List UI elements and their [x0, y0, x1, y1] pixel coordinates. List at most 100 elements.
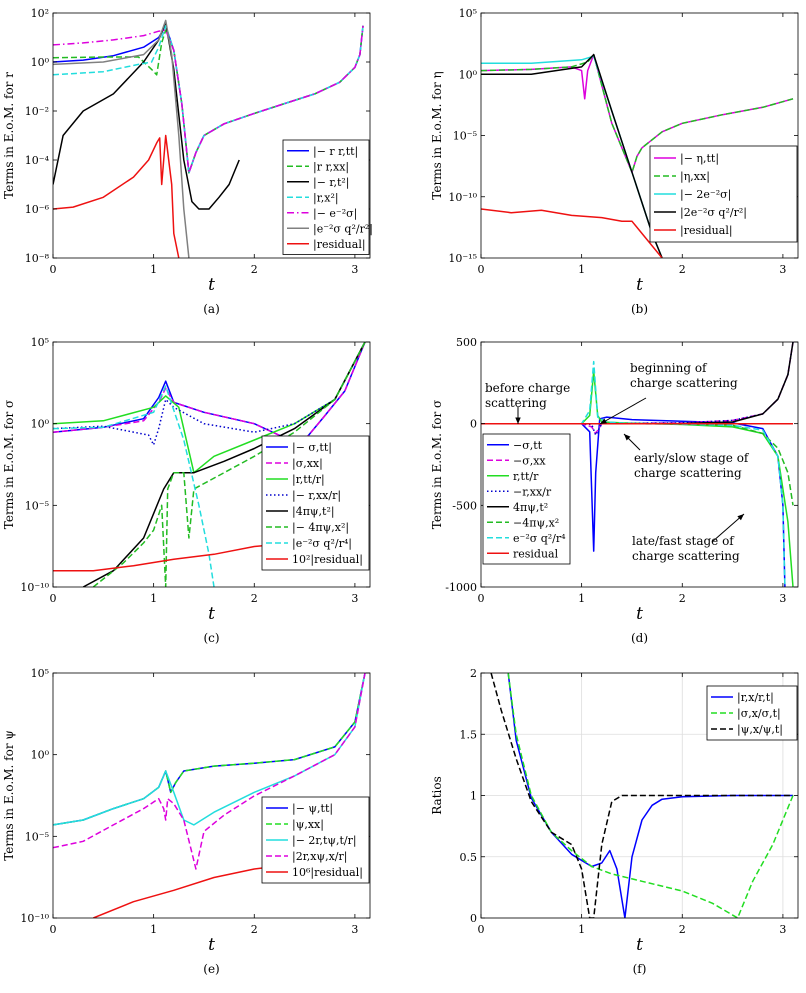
y-tick-label: -500: [452, 499, 477, 512]
y-axis-label: Terms in E.o.M. for ψ: [2, 730, 16, 861]
x-tick-label: 2: [679, 923, 686, 936]
y-tick-label: 10⁰: [31, 749, 50, 762]
x-tick-label: 1: [578, 923, 585, 936]
legend-label: |r,x²|: [313, 191, 339, 205]
plot-frame: [480, 341, 799, 588]
chart-panel-c: 0 1 2 3 10⁻¹⁰ 10⁻⁵ 10⁰ 10⁵ t Terms in E.o.M. for …: [2, 336, 371, 645]
chart-panel-d: 0 1 2 3 -1000 -500 0 500 t Terms in E.o.M. for σ (…: [430, 336, 799, 645]
legend-label: residual: [513, 547, 559, 560]
legend: |r,x/r,t| |σ,x/σ,t| |ψ,x/ψ,t|: [706, 685, 798, 741]
plot-frame: [52, 12, 371, 259]
annotation-text: charge scattering: [630, 376, 738, 390]
legend: |− ψ,tt| |ψ,xx| |− 2r,tψ,t/r| |2r,xψ,x/r| 10…: [261, 796, 370, 884]
y-tick-label: 10⁻⁴: [25, 154, 50, 167]
x-tick-label: 2: [251, 923, 258, 936]
legend: |− σ,tt| |σ,xx| |r,tt/r| |− r,xx/r| |4πψ,t²|…: [261, 435, 370, 571]
legend-label: −r,xx/r: [513, 485, 552, 498]
legend-label: 4πψ,t²: [513, 501, 548, 514]
y-tick-label: 0.5: [460, 851, 478, 864]
annotation-text: early/slow stage of: [634, 451, 750, 465]
annotation-arrowhead: [600, 418, 607, 424]
x-tick-label: 3: [779, 263, 786, 276]
x-tick-label: 1: [578, 592, 585, 605]
legend-label: |− 2r,tψ,t/r|: [292, 834, 357, 848]
chart-panel-e: 0 1 2 3 10⁻¹⁰ 10⁻⁵ 10⁰ 10⁵ t Terms in E.o.M. for …: [2, 667, 371, 976]
legend-label: |r,x/r,t|: [737, 691, 774, 705]
y-axis-label: Ratios: [430, 776, 444, 815]
annotation-text: beginning of: [630, 361, 708, 375]
legend-label: |r,tt/r|: [292, 473, 325, 487]
x-tick-label: 0: [478, 923, 485, 936]
x-tick-label: 0: [478, 263, 485, 276]
x-tick-label: 0: [50, 923, 57, 936]
panel-caption: (c): [203, 631, 219, 645]
y-tick-label: 10⁻¹⁰: [20, 912, 49, 925]
x-axis-label: t: [636, 604, 643, 624]
legend-label: |− e⁻²σ|: [313, 207, 357, 221]
annotation-arrow: [599, 397, 647, 425]
y-axis-label: Terms in E.o.M. for σ: [430, 400, 444, 529]
panel-caption: (b): [631, 302, 648, 316]
legend-label: |residual|: [680, 224, 733, 238]
annotation-text: late/fast stage of: [632, 534, 735, 548]
x-tick-label: 1: [578, 263, 585, 276]
annotation-arrowhead: [624, 434, 631, 441]
series-line-c-3: [53, 342, 366, 446]
x-tick-label: 3: [779, 923, 786, 936]
legend-label: |η,xx|: [680, 170, 710, 184]
x-tick-label: 1: [150, 923, 157, 936]
chart-panel-f: 0 1 2 3 0 0.5 1 1.5 2 t Ratios (f) |r,x/r,t| |σ,x/σ,t…: [430, 667, 799, 976]
legend-label: 10⁶|residual|: [292, 866, 363, 880]
series-line-a-1: [53, 25, 364, 174]
series-line-c-4: [82, 342, 366, 587]
legend: |− η,tt| |η,xx| |− 2e⁻²σ| |2e⁻²σ q²/r²| |res…: [649, 145, 798, 243]
legend-box: [261, 796, 370, 884]
y-tick-label: 10⁻¹⁰: [448, 191, 477, 204]
series-line-c-6: [53, 385, 215, 587]
x-tick-label: 0: [50, 592, 57, 605]
y-tick-label: 10²: [31, 7, 49, 20]
y-tick-label: 10⁵: [31, 667, 49, 680]
y-axis-label: Terms in E.o.M. for η: [430, 71, 444, 199]
legend-label: |r r,xx|: [313, 160, 349, 174]
series-line-a-6: [53, 134, 180, 258]
legend-label: |− r r,tt|: [313, 145, 358, 159]
y-tick-label: 1.5: [460, 728, 478, 741]
x-tick-label: 2: [251, 592, 258, 605]
y-tick-label: 10⁰: [31, 418, 50, 431]
y-tick-label: 1: [470, 790, 477, 803]
y-tick-label: 10⁻²: [25, 105, 49, 118]
annotation-text: scattering: [485, 396, 547, 410]
annotation-text: charge scattering: [634, 466, 742, 480]
x-tick-label: 0: [50, 263, 57, 276]
y-tick-label: 10⁻¹⁵: [448, 252, 477, 265]
series-line-b-1: [481, 53, 794, 174]
legend-label: e⁻²σ q²/r⁴: [513, 532, 566, 545]
panel-caption: (d): [631, 631, 648, 645]
y-tick-label: 10⁻⁶: [25, 203, 50, 216]
y-tick-label: 500: [456, 336, 477, 349]
series-line-a-5: [53, 19, 190, 258]
chart-panel-a: 0 1 2 3 10⁻⁸ 10⁻⁶ 10⁻⁴ 10⁻² 10⁰ 10² t Terms in E.o.…: [2, 7, 373, 316]
series-line-f-1: [507, 673, 794, 918]
x-axis-label: t: [208, 935, 215, 955]
legend-label: |− 4πψ,x²|: [292, 521, 349, 535]
x-tick-label: 1: [150, 592, 157, 605]
x-tick-label: 2: [679, 592, 686, 605]
annotation-text: before charge: [485, 381, 570, 395]
y-tick-label: 10⁻⁸: [25, 252, 50, 265]
legend-label: |2r,xψ,x/r|: [292, 850, 347, 864]
x-tick-label: 3: [779, 592, 786, 605]
legend-box: [282, 139, 370, 255]
y-axis-label: Terms in E.o.M. for σ: [2, 400, 16, 529]
x-axis-label: t: [636, 275, 643, 295]
x-tick-label: 1: [150, 263, 157, 276]
panel-caption: (e): [203, 962, 219, 976]
series-line-b-2: [481, 55, 663, 258]
y-tick-label: 10⁻⁵: [25, 499, 49, 512]
x-tick-label: 3: [351, 923, 358, 936]
annotation-arrowhead: [515, 417, 521, 424]
series-group: [481, 53, 794, 258]
annotation-arrow: [711, 513, 745, 543]
y-tick-label: 10⁻¹⁰: [20, 581, 49, 594]
